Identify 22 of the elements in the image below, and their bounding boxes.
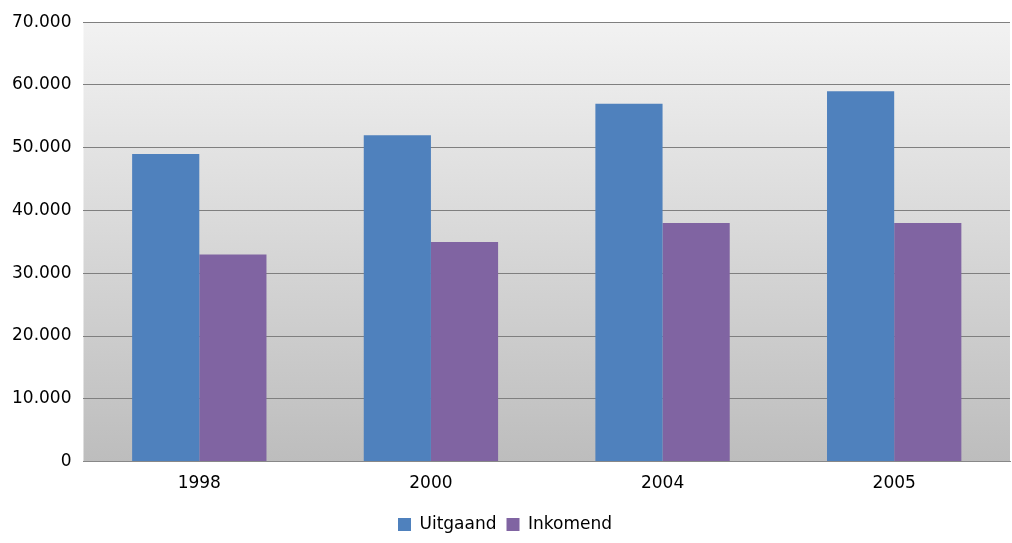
x-tick-label: 2005 bbox=[872, 472, 916, 493]
y-tick-label: 60.000 bbox=[12, 73, 72, 94]
bar bbox=[894, 223, 962, 462]
x-tick-label: 2000 bbox=[409, 472, 453, 493]
y-tick-label: 70.000 bbox=[12, 10, 72, 31]
y-tick-label: 40.000 bbox=[12, 198, 72, 219]
legend-label: Uitgaand bbox=[419, 512, 497, 533]
y-tick-label: 30.000 bbox=[12, 261, 72, 282]
bar bbox=[363, 135, 431, 462]
bar bbox=[199, 254, 267, 462]
legend-label: Inkomend bbox=[528, 512, 613, 533]
bar bbox=[132, 154, 200, 462]
bar bbox=[430, 241, 499, 462]
bar bbox=[662, 223, 730, 462]
y-tick-label: 10.000 bbox=[12, 387, 72, 408]
bar bbox=[595, 103, 663, 462]
x-tick-label: 1998 bbox=[177, 472, 221, 493]
y-tick-label: 20.000 bbox=[12, 324, 72, 345]
x-tick-label: 2004 bbox=[640, 472, 685, 493]
y-tick-label: 0 bbox=[60, 450, 72, 471]
y-tick-label: 50.000 bbox=[12, 136, 72, 157]
bar bbox=[827, 91, 895, 462]
